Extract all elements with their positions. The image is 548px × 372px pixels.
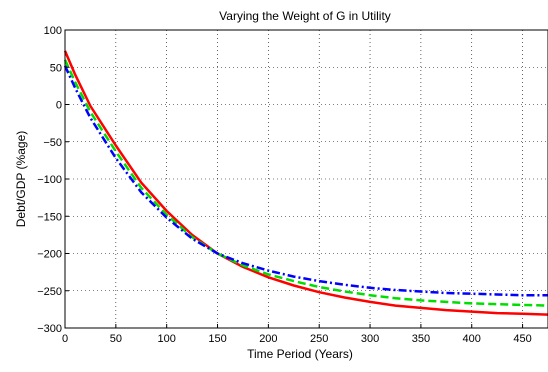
x-tick-label: 250 (310, 333, 328, 345)
y-tick-label: −100 (37, 174, 62, 186)
y-tick-label: 0 (56, 100, 62, 112)
y-tick-label: −150 (37, 211, 62, 223)
y-tick-label: −200 (37, 249, 62, 261)
series-line-3 (63, 65, 548, 297)
ticks: 0 50 100 150 200 250 300 350 400 450 100 50 0 −50 −100… (37, 25, 532, 345)
x-tick-label: 350 (412, 333, 430, 345)
series-line-1 (63, 50, 548, 316)
series-group (63, 50, 548, 316)
x-tick-label: 300 (361, 333, 379, 345)
grid (65, 30, 548, 328)
x-tick-label: 150 (208, 333, 226, 345)
x-tick-label: 100 (158, 333, 176, 345)
x-tick-label: 200 (259, 333, 277, 345)
x-axis-label: Time Period (Years) (247, 347, 353, 361)
y-tick-label: −50 (43, 137, 62, 149)
series-line-2 (63, 59, 548, 307)
x-tick-label: 400 (463, 333, 481, 345)
y-tick-label: 100 (44, 25, 62, 37)
y-axis-label: Debt/GDP (%age) (14, 131, 28, 228)
x-tick-label: 0 (62, 333, 68, 345)
chart-title: Varying the Weight of G in Utility (219, 9, 391, 23)
y-tick-label: 50 (50, 62, 62, 74)
y-tick-label: −300 (37, 323, 62, 335)
x-tick-label: 450 (513, 333, 531, 345)
x-tick-label: 50 (110, 333, 122, 345)
y-tick-label: −250 (37, 286, 62, 298)
